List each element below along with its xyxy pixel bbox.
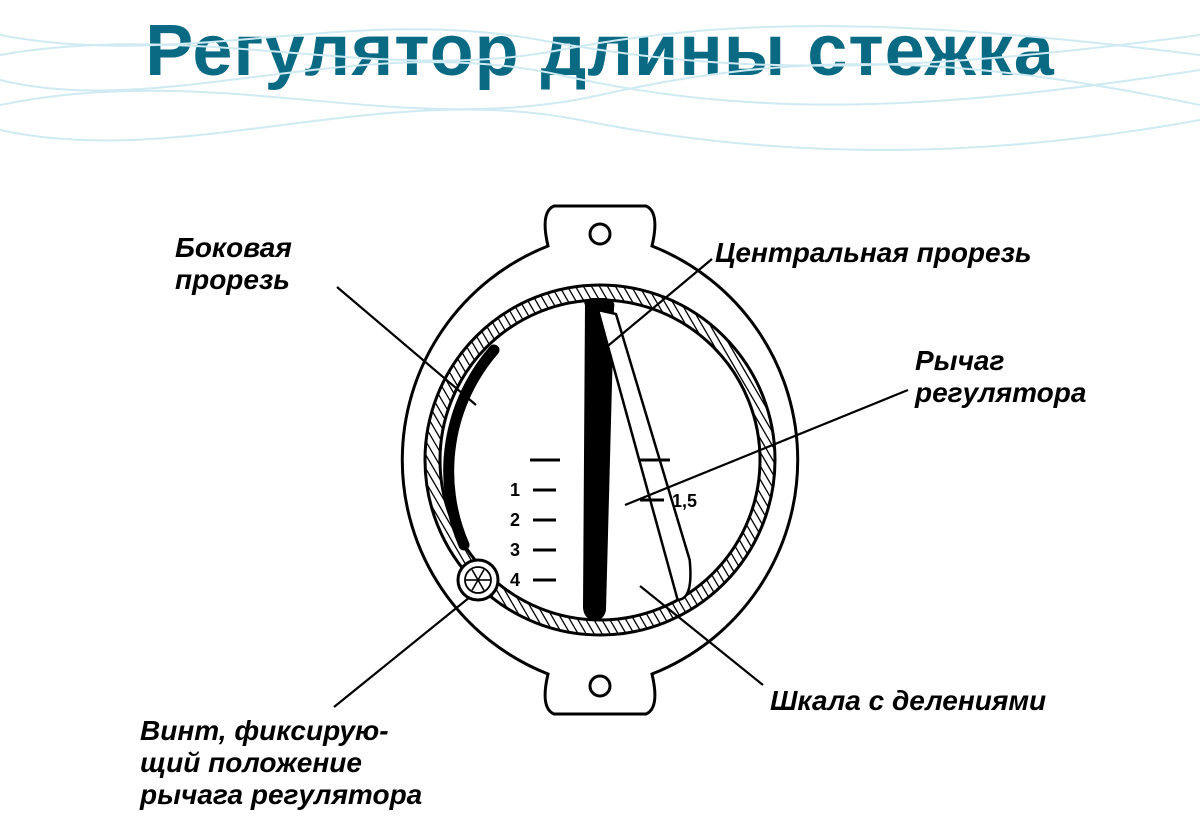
leader-central_slot [603,259,712,350]
svg-text:2: 2 [510,510,520,530]
label-scale: Шкала с делениями [770,685,1046,717]
locking-screw [458,560,498,600]
label-lever: Рычаг регулятора [915,345,1086,409]
svg-text:1,5: 1,5 [672,491,697,511]
svg-text:4: 4 [510,570,520,590]
svg-text:3: 3 [510,540,520,560]
leader-side_slot [337,287,476,405]
regulator-lever [598,310,690,600]
label-side_slot: Боковая прорезь [175,232,292,296]
top-hole [590,224,610,244]
label-lock_screw: Винт, фиксирую- щий положение рычага рег… [140,715,422,811]
label-central_slot: Центральная прорезь [715,237,1032,269]
leader-lock_screw [334,597,470,707]
bottom-hole [590,676,610,696]
side-slot [449,350,494,545]
svg-text:1: 1 [510,480,520,500]
